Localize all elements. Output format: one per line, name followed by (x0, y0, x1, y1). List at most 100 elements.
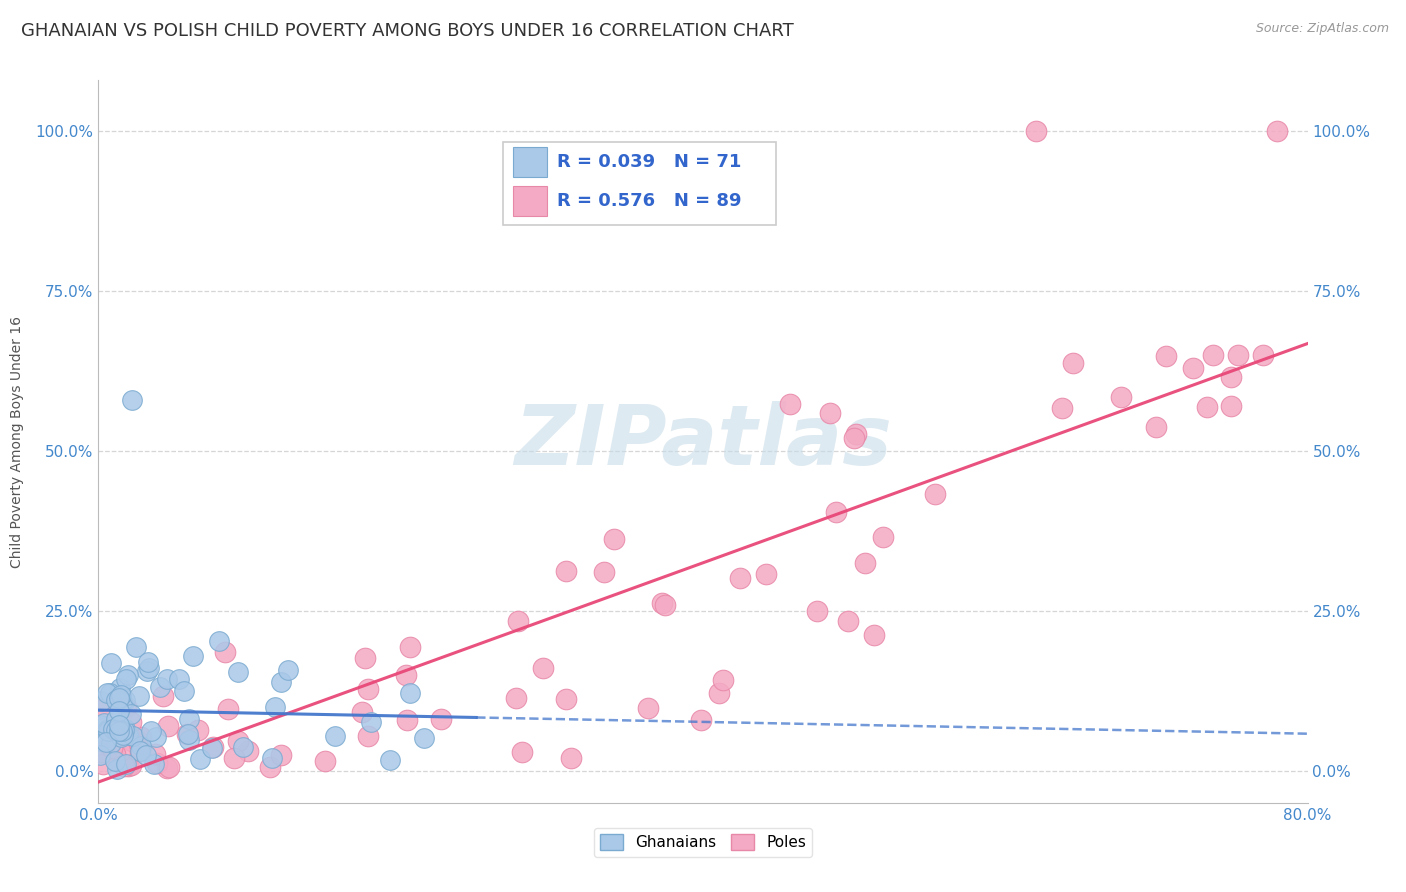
Point (1227, 348, 1250, 362)
Point (120, 757, 142, 772)
Point (104, 747, 127, 761)
Point (105, 753, 128, 767)
Text: R = 0.039   N = 71: R = 0.039 N = 71 (557, 153, 741, 171)
Point (314, 754, 336, 768)
Point (560, 751, 582, 765)
Point (101, 722, 124, 736)
Point (156, 761, 179, 775)
Point (128, 744, 150, 758)
Point (728, 571, 751, 585)
Point (1052, 401, 1074, 416)
Point (91, 745, 114, 759)
Point (96, 686, 118, 700)
Point (187, 723, 209, 737)
Point (270, 675, 292, 690)
Point (100, 736, 122, 750)
Point (1195, 400, 1218, 414)
Point (232, 739, 254, 754)
Point (202, 739, 225, 754)
Point (264, 699, 287, 714)
Point (380, 753, 402, 767)
Text: GHANAIAN VS POLISH CHILD POVERTY AMONG BOYS UNDER 16 CORRELATION CHART: GHANAIAN VS POLISH CHILD POVERTY AMONG B… (21, 22, 794, 40)
Y-axis label: Child Poverty Among Boys Under 16: Child Poverty Among Boys Under 16 (10, 316, 24, 567)
Point (129, 744, 152, 758)
Point (399, 686, 422, 700)
Point (924, 487, 946, 501)
Point (1219, 369, 1241, 384)
Point (863, 628, 886, 642)
Point (755, 567, 778, 582)
Point (1267, 124, 1289, 138)
Point (101, 740, 124, 755)
Point (143, 747, 166, 761)
Point (555, 564, 578, 578)
Point (430, 712, 453, 726)
Point (115, 756, 138, 771)
Point (125, 640, 148, 654)
Point (149, 680, 172, 694)
Point (121, 392, 143, 407)
Point (396, 713, 419, 727)
Point (1144, 420, 1167, 434)
Point (1062, 356, 1084, 370)
Point (120, 714, 142, 729)
Point (350, 706, 373, 720)
Point (157, 760, 180, 774)
Point (110, 681, 132, 695)
Point (110, 688, 132, 702)
FancyBboxPatch shape (513, 147, 547, 178)
Point (357, 730, 380, 744)
Point (825, 505, 848, 519)
Point (90, 718, 112, 732)
Point (845, 427, 868, 442)
Text: R = 0.576   N = 89: R = 0.576 N = 89 (557, 192, 741, 210)
Point (152, 689, 174, 703)
Point (602, 533, 624, 547)
Point (177, 732, 200, 747)
Point (115, 672, 138, 686)
Point (176, 727, 198, 741)
Point (690, 713, 713, 727)
Point (129, 730, 152, 744)
Point (651, 596, 673, 610)
Point (121, 733, 143, 747)
Point (277, 663, 299, 677)
Point (413, 731, 436, 745)
Text: ZIPatlas: ZIPatlas (515, 401, 891, 482)
Point (115, 700, 138, 714)
Legend: Ghanaians, Poles: Ghanaians, Poles (593, 829, 813, 856)
Point (1219, 399, 1241, 413)
Point (131, 739, 153, 754)
Point (260, 750, 283, 764)
Point (394, 667, 416, 681)
Point (100, 656, 122, 670)
Point (104, 754, 127, 768)
Point (360, 715, 382, 730)
Point (91, 702, 114, 716)
Point (1182, 361, 1205, 376)
Point (226, 734, 249, 748)
Point (138, 661, 160, 675)
Point (354, 651, 377, 665)
Point (201, 741, 224, 756)
Point (207, 633, 229, 648)
Point (110, 730, 132, 744)
Point (112, 723, 135, 737)
Point (506, 614, 529, 628)
Point (259, 760, 281, 774)
FancyBboxPatch shape (513, 186, 547, 216)
Point (853, 556, 876, 570)
Point (505, 691, 527, 706)
Point (107, 722, 129, 736)
Point (114, 759, 136, 773)
Point (108, 724, 131, 739)
Point (108, 744, 131, 758)
Point (1109, 390, 1132, 404)
Point (111, 695, 134, 709)
Point (654, 598, 676, 612)
Point (1202, 348, 1225, 362)
Point (97, 724, 120, 739)
Point (98, 722, 121, 736)
Point (157, 719, 180, 733)
Point (139, 724, 162, 739)
